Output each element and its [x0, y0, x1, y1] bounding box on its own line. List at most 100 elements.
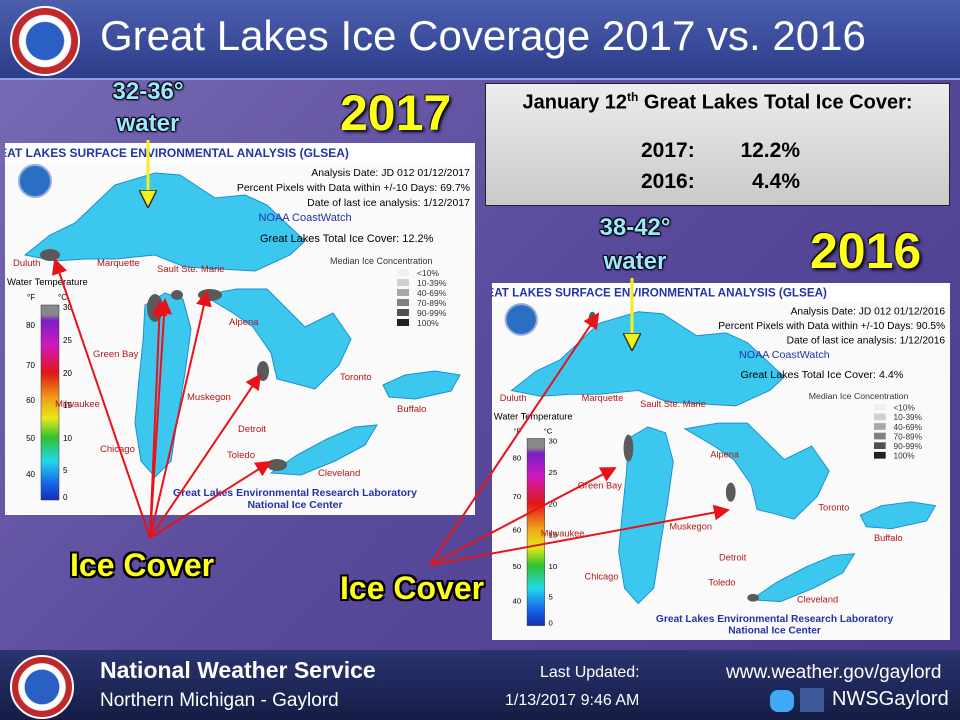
nws-logo — [10, 6, 80, 76]
f-tick: 70 — [513, 492, 522, 501]
legend-swatch — [873, 403, 886, 411]
city: Duluth — [13, 258, 40, 269]
city: Milwaukee — [541, 528, 585, 538]
city: Marquette — [582, 393, 624, 403]
legend-label: 90-99% — [417, 308, 447, 318]
city: Sault Ste. Marie — [640, 399, 706, 409]
source: NOAA CoastWatch — [258, 212, 351, 224]
city: Muskegon — [669, 522, 712, 532]
city: Green Bay — [578, 480, 623, 490]
office-name: Northern Michigan - Gaylord — [100, 690, 339, 711]
f-unit: °F — [513, 427, 521, 436]
lake — [23, 172, 306, 272]
f-tick: 70 — [26, 361, 35, 370]
legend-swatch — [873, 451, 886, 459]
noaa-logo — [504, 303, 538, 336]
arrow — [149, 298, 173, 539]
water-word: water — [603, 248, 667, 275]
city: Buffalo — [874, 533, 903, 543]
summary-value: 12.2% — [740, 139, 800, 162]
arrow — [429, 312, 600, 566]
arrow — [149, 460, 272, 539]
city: Buffalo — [397, 404, 426, 415]
f-tick: 80 — [513, 454, 522, 463]
summary-title: January 12th Great Lakes Total Ice Cover… — [486, 90, 949, 115]
summary-title-prefix: January 12 — [522, 91, 627, 114]
legend-swatch — [397, 279, 409, 286]
legend-label: 10-39% — [893, 413, 922, 422]
legend-label: 100% — [893, 452, 915, 461]
city: Cleveland — [318, 468, 360, 479]
ice-cover-label: Ice Cover — [340, 570, 485, 606]
map-footer: National Ice Center — [728, 625, 821, 636]
legend-swatch — [397, 319, 409, 326]
ice-patch — [40, 249, 60, 261]
total-cover: Great Lakes Total Ice Cover: 12.2% — [260, 233, 434, 245]
ice-patch — [747, 593, 760, 602]
temp-bar — [526, 438, 545, 626]
arrow — [149, 373, 262, 539]
c-tick: 0 — [549, 619, 553, 628]
analysis-line: Analysis Date: JD 012 01/12/2017 — [311, 167, 470, 179]
c-tick: 20 — [549, 500, 558, 509]
c-tick: 20 — [63, 369, 72, 378]
lake — [134, 292, 192, 478]
f-unit: °F — [27, 293, 35, 302]
legend-label: 40-69% — [893, 423, 922, 432]
arrow — [429, 504, 730, 566]
water-word: water — [116, 110, 180, 137]
legend-swatch — [873, 432, 886, 440]
c-tick: 10 — [63, 434, 72, 443]
legend-title: Median Ice Concentration — [809, 391, 909, 401]
c-tick: 30 — [549, 436, 558, 445]
c-tick: 0 — [63, 493, 68, 502]
map-header: GREAT LAKES SURFACE ENVIRONMENTAL ANALYS… — [492, 287, 827, 300]
lake — [269, 424, 378, 476]
lake — [749, 553, 856, 603]
source: NOAA CoastWatch — [739, 349, 830, 361]
f-tick: 50 — [513, 562, 522, 571]
temp-title: Water Temperature — [7, 277, 88, 288]
city: Muskegon — [187, 392, 231, 403]
legend-label: 90-99% — [893, 442, 922, 451]
city: Chicago — [585, 572, 619, 582]
analysis-line: Percent Pixels with Data within +/-10 Da… — [718, 321, 945, 332]
legend-swatch — [397, 269, 409, 276]
c-tick: 10 — [549, 562, 558, 571]
f-tick: 40 — [26, 470, 35, 479]
summary-title-sup: th — [627, 90, 639, 104]
c-tick: 30 — [63, 303, 72, 312]
map-footer: National Ice Center — [247, 499, 342, 511]
lake — [618, 426, 674, 605]
c-unit: °C — [544, 427, 553, 436]
map-header: GREAT LAKES SURFACE ENVIRONMENTAL ANALYS… — [5, 146, 349, 160]
ice-patch — [623, 434, 634, 462]
title-bar — [0, 0, 960, 80]
city: Toledo — [708, 577, 735, 587]
summary-label: 2017: — [641, 139, 695, 162]
c-tick: 5 — [63, 466, 68, 475]
legend-swatch — [397, 289, 409, 296]
year-label: 2017 — [340, 85, 452, 141]
year-label: 2016 — [810, 223, 922, 279]
city: Toronto — [340, 372, 372, 383]
legend-label: 10-39% — [417, 278, 447, 288]
lake — [382, 370, 461, 400]
legend-swatch — [397, 299, 409, 306]
f-tick: 40 — [513, 597, 522, 606]
lake — [510, 311, 786, 407]
lake — [201, 288, 352, 390]
lake — [683, 422, 830, 520]
city: Toledo — [227, 450, 255, 461]
updated-time: 1/13/2017 9:46 AM — [505, 692, 640, 709]
legend-label: 70-89% — [417, 298, 447, 308]
arrow — [149, 290, 212, 539]
c-tick: 5 — [549, 593, 553, 602]
analysis-line: Date of last ice analysis: 1/12/2017 — [307, 197, 470, 209]
city: Sault Ste. Marie — [157, 264, 225, 275]
city: Toronto — [818, 503, 849, 513]
summary-value: 4.4% — [752, 170, 800, 193]
map-footer: Great Lakes Environmental Research Labor… — [656, 614, 894, 625]
